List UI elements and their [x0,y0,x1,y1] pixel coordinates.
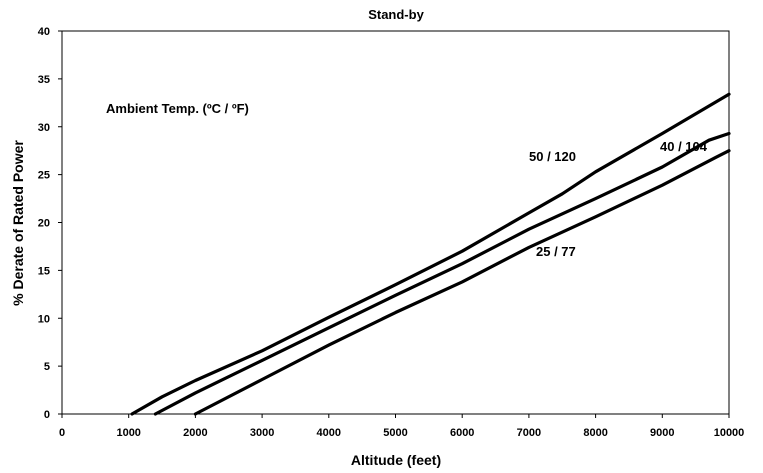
x-tick-label: 3000 [250,427,274,439]
series-label-50-120: 50 / 120 [529,149,576,164]
x-tick-label: 0 [59,427,65,439]
x-axis-ticks: 0 1000 2000 3000 4000 5000 6000 7000 8000 9000 100… [59,414,744,439]
x-tick-label: 7000 [517,427,541,439]
x-tick-label: 10000 [714,427,745,439]
y-axis-ticks: 0 5 10 15 20 25 30 35 40 [38,26,62,421]
series-line-40-104 [153,131,731,416]
x-tick-label: 2000 [183,427,207,439]
series-line-25-77 [193,149,731,416]
series-label-40-104: 40 / 104 [660,139,708,154]
legend-title: Ambient Temp. (ºC / ºF) [106,101,249,116]
series-line-50-120 [130,92,731,416]
plot-area [61,30,730,415]
y-tick-label: 30 [38,122,50,134]
x-tick-label: 4000 [317,427,341,439]
y-tick-label: 40 [38,26,50,38]
y-tick-label: 0 [44,409,50,421]
x-tick-label: 5000 [383,427,407,439]
series-lines [130,92,731,416]
x-tick-label: 8000 [583,427,607,439]
x-tick-label: 1000 [116,427,140,439]
y-tick-label: 10 [38,313,50,325]
chart-title: Stand-by [368,7,424,22]
x-axis-label: Altitude (feet) [351,452,441,468]
y-axis-label: % Derate of Rated Power [10,140,26,306]
y-tick-label: 5 [44,361,50,373]
x-tick-label: 9000 [650,427,674,439]
y-tick-label: 20 [38,218,50,230]
x-tick-label: 6000 [450,427,474,439]
y-tick-label: 35 [38,74,50,86]
series-label-25-77: 25 / 77 [536,244,576,259]
plot-frame [61,30,730,415]
y-tick-label: 25 [38,170,50,182]
y-tick-label: 15 [38,265,50,277]
